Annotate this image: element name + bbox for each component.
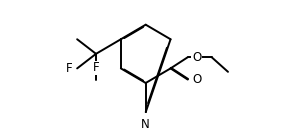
- Text: F: F: [66, 62, 73, 75]
- Text: O: O: [192, 73, 201, 86]
- Text: N: N: [141, 118, 150, 131]
- Text: O: O: [192, 51, 201, 64]
- Text: F: F: [93, 61, 99, 74]
